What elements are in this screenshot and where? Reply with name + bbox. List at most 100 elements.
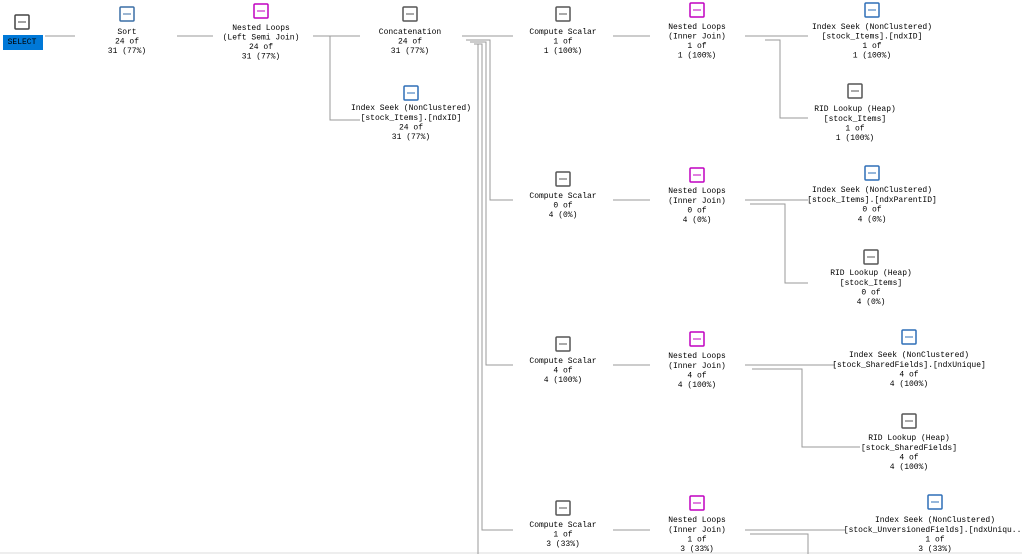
node-detail: 1 (100%) bbox=[544, 47, 582, 56]
connector bbox=[765, 39, 808, 119]
node-detail: 4 (0%) bbox=[683, 216, 712, 225]
plan-node[interactable]: Nested Loops(Inner Join)0 of4 (0%) bbox=[668, 167, 726, 225]
node-detail: 4 of bbox=[553, 367, 572, 376]
node-detail: 4 (100%) bbox=[544, 376, 582, 385]
node-title: Compute Scalar bbox=[529, 357, 596, 366]
node-title: Nested Loops bbox=[668, 23, 726, 32]
node-detail: (Inner Join) bbox=[668, 197, 726, 206]
connector bbox=[466, 39, 513, 201]
node-detail: (Inner Join) bbox=[668, 362, 726, 371]
node-detail: [stock_Items].[ndxID] bbox=[361, 114, 462, 123]
plan-node[interactable]: RID Lookup (Heap)[stock_Items]0 of4 (0%) bbox=[830, 249, 912, 307]
node-detail: [stock_Items] bbox=[824, 115, 886, 124]
node-detail: [stock_SharedFields] bbox=[861, 444, 957, 453]
node-title: Concatenation bbox=[379, 28, 442, 37]
plan-node[interactable]: Index Seek (NonClustered)[stock_Items].[… bbox=[812, 2, 932, 61]
plan-node[interactable]: Index Seek (NonClustered)[stock_Items].[… bbox=[807, 165, 937, 225]
node-detail: [stock_Items].[ndxParentID] bbox=[807, 196, 937, 205]
node-detail: 0 of bbox=[687, 207, 706, 216]
plan-node[interactable]: Nested Loops(Inner Join)1 of1 (100%) bbox=[668, 2, 726, 61]
node-detail: 1 of bbox=[553, 38, 572, 47]
node-detail: (Inner Join) bbox=[668, 526, 726, 535]
node-detail: 1 of bbox=[553, 531, 572, 540]
node-detail: [stock_SharedFields].[ndxUnique] bbox=[832, 361, 986, 370]
plan-node[interactable]: Index Seek (NonClustered)[stock_SharedFi… bbox=[832, 329, 986, 389]
node-detail: 1 of bbox=[862, 42, 881, 51]
node-detail: 3 (33%) bbox=[918, 545, 952, 554]
node-title: Compute Scalar bbox=[529, 28, 596, 37]
node-detail: [stock_UnversionedFields].[ndxUniqu... bbox=[844, 526, 1022, 535]
node-detail: 31 (77%) bbox=[391, 47, 429, 56]
node-title: Compute Scalar bbox=[529, 192, 596, 201]
node-detail: 4 (100%) bbox=[678, 381, 716, 390]
node-detail: 1 of bbox=[925, 536, 944, 545]
node-detail: 4 (0%) bbox=[857, 298, 886, 307]
plan-node[interactable]: SELECT bbox=[3, 14, 43, 50]
connector bbox=[750, 203, 808, 284]
node-title: Sort bbox=[117, 28, 136, 37]
node-detail: 4 of bbox=[899, 371, 918, 380]
node-title: Nested Loops bbox=[668, 352, 726, 361]
connector bbox=[750, 533, 809, 554]
node-detail: [stock_Items] bbox=[840, 279, 902, 288]
node-title: SELECT bbox=[8, 38, 37, 47]
node-detail: 4 (0%) bbox=[858, 216, 887, 225]
node-detail: 24 of bbox=[115, 38, 139, 47]
node-title: RID Lookup (Heap) bbox=[814, 105, 896, 114]
node-detail: 31 (77%) bbox=[108, 47, 146, 56]
node-detail: 1 of bbox=[687, 42, 706, 51]
node-detail: 4 (0%) bbox=[549, 211, 578, 220]
plan-node[interactable]: Nested Loops(Inner Join)1 of3 (33%) bbox=[668, 495, 726, 554]
node-detail: 1 of bbox=[845, 125, 864, 134]
node-detail: 0 of bbox=[861, 289, 880, 298]
node-title: Nested Loops bbox=[232, 24, 290, 33]
connector bbox=[470, 41, 513, 366]
node-detail: 1 (100%) bbox=[836, 134, 874, 143]
node-title: RID Lookup (Heap) bbox=[868, 434, 950, 443]
node-detail: 1 (100%) bbox=[678, 52, 716, 61]
plan-node[interactable]: RID Lookup (Heap)[stock_SharedFields]4 o… bbox=[861, 413, 957, 472]
node-title: Compute Scalar bbox=[529, 521, 596, 530]
plan-node[interactable]: Index Seek (NonClustered)[stock_Unversio… bbox=[844, 494, 1022, 554]
node-detail: 3 (33%) bbox=[680, 545, 714, 554]
selected-highlight bbox=[3, 35, 43, 50]
node-title: Index Seek (NonClustered) bbox=[875, 516, 995, 525]
node-title: Nested Loops bbox=[668, 516, 726, 525]
node-detail: 0 of bbox=[553, 202, 572, 211]
node-detail: [stock_Items].[ndxID] bbox=[822, 33, 923, 42]
node-title: RID Lookup (Heap) bbox=[830, 269, 912, 278]
node-detail: 24 of bbox=[398, 38, 422, 47]
connector bbox=[322, 35, 360, 121]
node-detail: 4 (100%) bbox=[890, 380, 928, 389]
node-detail: (Left Semi Join) bbox=[223, 34, 300, 43]
node-title: Index Seek (NonClustered) bbox=[351, 104, 471, 113]
plan-node[interactable]: Index Seek (NonClustered)[stock_Items].[… bbox=[351, 85, 471, 142]
node-title: Index Seek (NonClustered) bbox=[812, 23, 932, 32]
node-detail: 31 (77%) bbox=[242, 53, 280, 62]
node-detail: 1 of bbox=[687, 536, 706, 545]
plan-node[interactable]: Nested Loops(Inner Join)4 of4 (100%) bbox=[668, 331, 726, 390]
node-title: Index Seek (NonClustered) bbox=[849, 351, 969, 360]
connector bbox=[752, 368, 860, 448]
node-detail: 31 (77%) bbox=[392, 133, 430, 142]
node-title: Index Seek (NonClustered) bbox=[812, 186, 932, 195]
node-detail: 4 of bbox=[899, 454, 918, 463]
node-detail: 1 (100%) bbox=[853, 52, 891, 61]
node-detail: 24 of bbox=[249, 43, 273, 52]
node-detail: 4 (100%) bbox=[890, 463, 928, 472]
node-detail: 24 of bbox=[399, 124, 423, 133]
node-title: Nested Loops bbox=[668, 187, 726, 196]
node-detail: 4 of bbox=[687, 372, 706, 381]
node-detail: (Inner Join) bbox=[668, 33, 726, 42]
node-detail: 3 (33%) bbox=[546, 540, 580, 549]
node-detail: 0 of bbox=[862, 206, 881, 215]
plan-node[interactable]: RID Lookup (Heap)[stock_Items]1 of1 (100… bbox=[814, 83, 896, 143]
